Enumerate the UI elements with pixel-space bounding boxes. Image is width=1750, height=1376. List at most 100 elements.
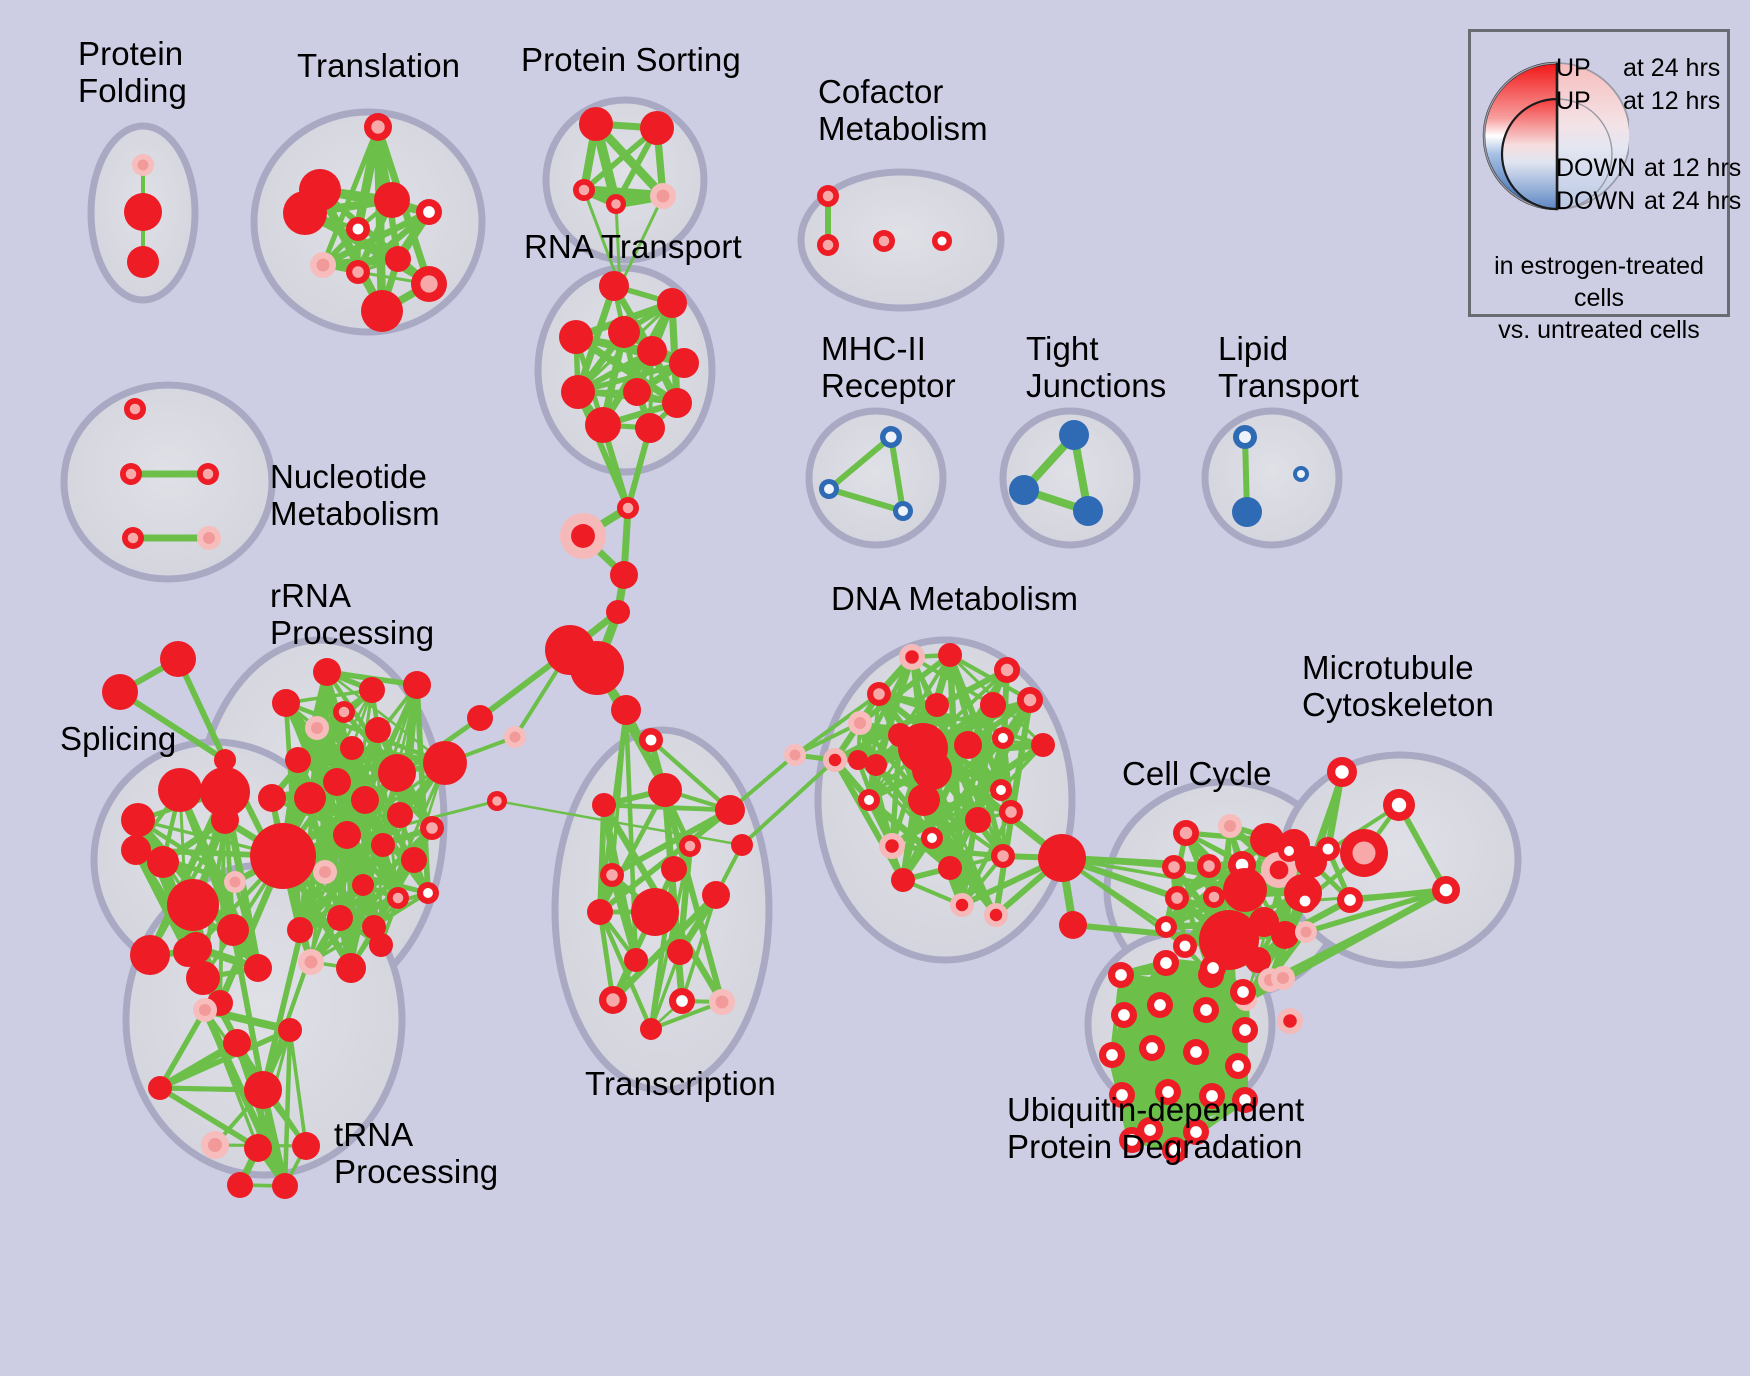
cluster-hull-tight-junctions bbox=[999, 407, 1141, 549]
network-edge bbox=[740, 758, 837, 847]
network-node bbox=[313, 860, 337, 884]
network-node bbox=[124, 398, 146, 420]
network-node bbox=[310, 252, 336, 278]
network-edge bbox=[1346, 886, 1450, 904]
network-node bbox=[667, 939, 693, 965]
network-edge bbox=[597, 909, 654, 1032]
legend-time-3: at 24 hrs bbox=[1644, 187, 1742, 215]
network-node bbox=[858, 789, 880, 811]
network-node bbox=[1147, 992, 1173, 1018]
network-node bbox=[992, 727, 1014, 749]
network-node bbox=[1059, 420, 1089, 450]
network-edge bbox=[319, 208, 433, 269]
network-node bbox=[258, 784, 286, 812]
network-node bbox=[1225, 1053, 1251, 1079]
network-edge bbox=[888, 434, 906, 514]
network-node bbox=[1155, 1079, 1181, 1105]
cluster-label-trna-processing: tRNA Processing bbox=[334, 1116, 499, 1190]
network-node bbox=[1111, 1002, 1137, 1028]
network-node bbox=[283, 191, 327, 235]
network-edge bbox=[1395, 801, 1450, 894]
network-node bbox=[848, 750, 868, 770]
network-node bbox=[278, 1018, 302, 1042]
network-node bbox=[1155, 916, 1177, 938]
network-edge bbox=[157, 1085, 261, 1151]
network-edge bbox=[793, 721, 862, 757]
cluster-label-dna-metabolism: DNA Metabolism bbox=[831, 580, 1079, 617]
network-node bbox=[1119, 1127, 1145, 1153]
network-edge bbox=[325, 670, 447, 765]
network-node bbox=[921, 827, 943, 849]
network-node bbox=[305, 716, 329, 740]
network-node bbox=[214, 749, 236, 771]
network-node bbox=[403, 671, 431, 699]
network-node bbox=[624, 948, 648, 972]
network-node bbox=[487, 791, 507, 811]
network-node bbox=[1031, 733, 1055, 757]
network-edge bbox=[575, 389, 631, 511]
network-node bbox=[1203, 886, 1225, 908]
network-node bbox=[223, 1029, 251, 1057]
network-node bbox=[579, 107, 613, 141]
network-node bbox=[121, 803, 155, 837]
network-node bbox=[1017, 687, 1043, 713]
network-edge bbox=[201, 1006, 289, 1190]
network-node bbox=[1183, 1119, 1209, 1145]
network-edge bbox=[572, 333, 681, 407]
network-edge bbox=[117, 689, 228, 763]
network-node bbox=[167, 879, 219, 931]
network-node bbox=[1233, 425, 1257, 449]
network-node bbox=[1059, 911, 1087, 939]
network-node bbox=[148, 1076, 172, 1100]
network-edge bbox=[648, 737, 733, 813]
network-node bbox=[420, 816, 444, 840]
network-node bbox=[346, 260, 370, 284]
network-node bbox=[1271, 966, 1295, 990]
network-node bbox=[990, 779, 1012, 801]
network-edge bbox=[582, 188, 622, 288]
network-node bbox=[1165, 886, 1189, 910]
network-node bbox=[950, 893, 974, 917]
cluster-hull-lipid-transport bbox=[1201, 407, 1343, 549]
network-node bbox=[570, 641, 624, 695]
network-node bbox=[294, 782, 326, 814]
network-edge bbox=[826, 486, 906, 514]
network-node bbox=[250, 823, 316, 889]
network-node bbox=[1153, 950, 1179, 976]
network-node bbox=[1337, 887, 1363, 913]
network-node bbox=[880, 426, 902, 448]
network-node bbox=[130, 935, 170, 975]
legend-panel: UP at 24 hrs UP at 12 hrs DOWN at 12 hrs… bbox=[1468, 29, 1741, 344]
network-node bbox=[865, 754, 887, 776]
network-node bbox=[650, 183, 676, 209]
network-edge bbox=[857, 652, 953, 726]
network-edge bbox=[284, 688, 374, 705]
network-node bbox=[637, 336, 667, 366]
network-node bbox=[709, 989, 735, 1015]
network-node bbox=[121, 835, 151, 865]
network-node bbox=[899, 644, 925, 670]
network-edge bbox=[649, 950, 682, 1031]
network-edge bbox=[601, 802, 733, 813]
network-node bbox=[200, 767, 250, 817]
network-node bbox=[467, 705, 493, 731]
network-node bbox=[385, 246, 411, 272]
network-node bbox=[387, 887, 409, 909]
network-node bbox=[669, 988, 695, 1014]
network-node bbox=[925, 693, 949, 717]
network-node bbox=[561, 375, 595, 409]
cluster-label-microtubule-cytoskeleton: Microtubule Cytoskeleton bbox=[1302, 649, 1494, 723]
network-node bbox=[1162, 1137, 1188, 1163]
network-node bbox=[173, 937, 203, 967]
network-edge bbox=[867, 692, 881, 802]
network-node bbox=[873, 230, 895, 252]
legend-state-1: UP bbox=[1556, 87, 1591, 115]
network-node bbox=[272, 1173, 298, 1199]
network-edge bbox=[854, 741, 1047, 764]
network-node bbox=[132, 154, 154, 176]
network-edge bbox=[1242, 897, 1309, 1004]
network-node bbox=[504, 726, 526, 748]
legend-state-2: DOWN bbox=[1556, 154, 1636, 182]
